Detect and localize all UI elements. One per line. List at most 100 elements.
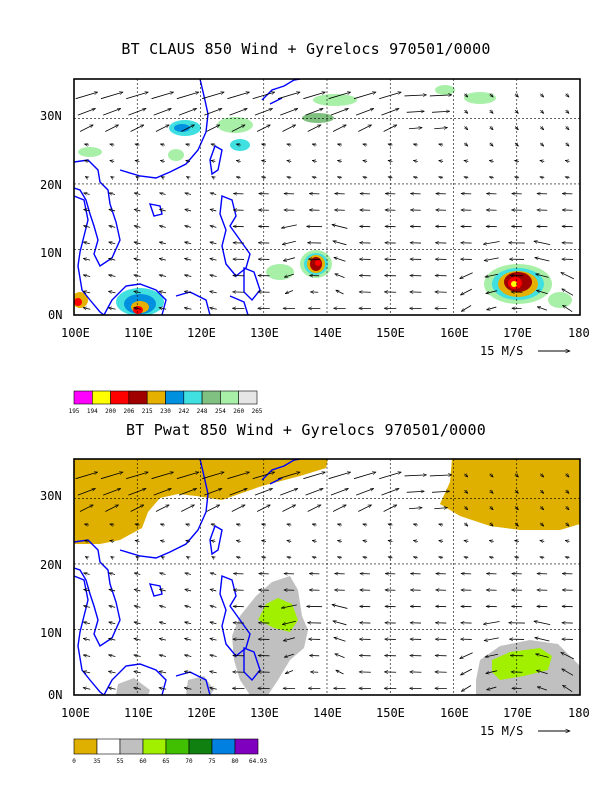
wind-vector (210, 688, 217, 690)
wind-vector (413, 144, 418, 145)
wind-vector (109, 226, 116, 228)
wind-vector (210, 258, 217, 260)
wind-vector (332, 504, 346, 512)
wind-vector (210, 308, 217, 310)
wind-vector (227, 472, 249, 480)
wind-vector (236, 540, 241, 541)
wind-vector (562, 288, 574, 296)
wind-vector (231, 124, 245, 132)
wind-vector (432, 491, 450, 492)
panel1-lat-label: 20N (40, 178, 62, 192)
wind-vector (79, 504, 93, 512)
colorbar-label: 248 (197, 408, 208, 415)
wind-vector (486, 290, 498, 294)
wind-vector (185, 622, 192, 624)
panel1-map (73, 78, 581, 316)
wind-vector (100, 92, 123, 100)
wind-vector (184, 308, 192, 310)
wind-vector (134, 573, 141, 575)
wind-vector (210, 655, 217, 657)
wind-vector (287, 160, 292, 161)
wind-vector (540, 177, 545, 178)
wind-vector (490, 490, 493, 493)
wind-vector (284, 653, 295, 657)
wind-vector (465, 110, 468, 113)
wind-vector (83, 688, 91, 690)
wind-vector (281, 604, 297, 608)
wind-vector (185, 589, 192, 591)
colorbar-swatch (128, 390, 148, 405)
wind-vector (211, 160, 216, 161)
wind-vector (185, 638, 192, 640)
wind-vector (540, 557, 545, 558)
wind-vector (262, 177, 267, 178)
colorbar-label: 80 (231, 758, 239, 765)
wind-vector (464, 177, 469, 178)
panel2-lon-label: 180 (568, 706, 590, 720)
wind-vector (561, 272, 575, 280)
panel2-lat-label: 20N (40, 558, 62, 572)
colorbar-swatch (73, 390, 93, 405)
colorbar-swatch (201, 390, 221, 405)
wind-vector (563, 685, 573, 693)
wind-vector (434, 128, 447, 129)
panel1-lon-label: 150E (376, 326, 405, 340)
wind-vector (540, 523, 543, 526)
wind-vector (460, 668, 472, 676)
wind-vector (184, 688, 192, 690)
wind-vector (429, 475, 452, 476)
wind-vector (210, 606, 217, 608)
colorbar-label: 55 (116, 758, 124, 765)
wind-vector (465, 127, 468, 130)
wind-vector (83, 671, 91, 673)
wind-vector (109, 193, 116, 195)
wind-vector (566, 143, 569, 146)
panel2-vector-ref-label: 15 M/S (480, 724, 523, 738)
wind-vector (85, 177, 88, 179)
wind-vector (537, 687, 548, 691)
panel1-lon-label: 120E (187, 326, 216, 340)
wind-vector (109, 275, 116, 277)
wind-vector (110, 524, 115, 525)
colorbar-label: 70 (185, 758, 193, 765)
panel1-lon-label: 110E (124, 326, 153, 340)
wind-vector (111, 557, 114, 559)
wind-vector (212, 177, 215, 179)
colorbar-swatch (110, 390, 130, 405)
wind-vector (161, 177, 164, 179)
wind-vector (185, 193, 191, 195)
wind-vector (159, 209, 166, 211)
colorbar-swatch (73, 738, 98, 755)
wind-vector (277, 472, 300, 480)
wind-vector (534, 621, 551, 625)
wind-vector (333, 241, 347, 246)
wind-vector (487, 686, 497, 690)
panel1-lon-label: 130E (250, 326, 279, 340)
colorbar-label: 65 (162, 758, 170, 765)
wind-vector (151, 472, 174, 480)
panel1-lon-label: 140E (313, 326, 342, 340)
wind-vector (460, 272, 473, 279)
wind-vector (236, 144, 241, 145)
wind-vector (108, 671, 116, 673)
wind-vector (307, 124, 321, 132)
wind-vector (110, 144, 115, 145)
wind-vector (287, 144, 292, 145)
wind-vector (134, 242, 141, 244)
panel1-coastlines (74, 79, 301, 315)
colorbar-label: 242 (178, 408, 189, 415)
wind-vector (100, 472, 123, 480)
wind-vector (439, 540, 444, 541)
wind-vector (465, 474, 468, 477)
panel2-title: BT Pwat 850 Wind + Gyrelocs 970501/0000 (126, 421, 486, 439)
wind-vector (413, 557, 418, 558)
colorbar-swatch (119, 738, 144, 755)
wind-vector (185, 226, 192, 228)
wind-vector (566, 110, 569, 113)
wind-vector (561, 652, 575, 660)
wind-vector (84, 209, 90, 211)
wind-vector (184, 655, 192, 657)
wind-vector (136, 177, 139, 179)
panel1-lat-label: 10N (40, 246, 62, 260)
